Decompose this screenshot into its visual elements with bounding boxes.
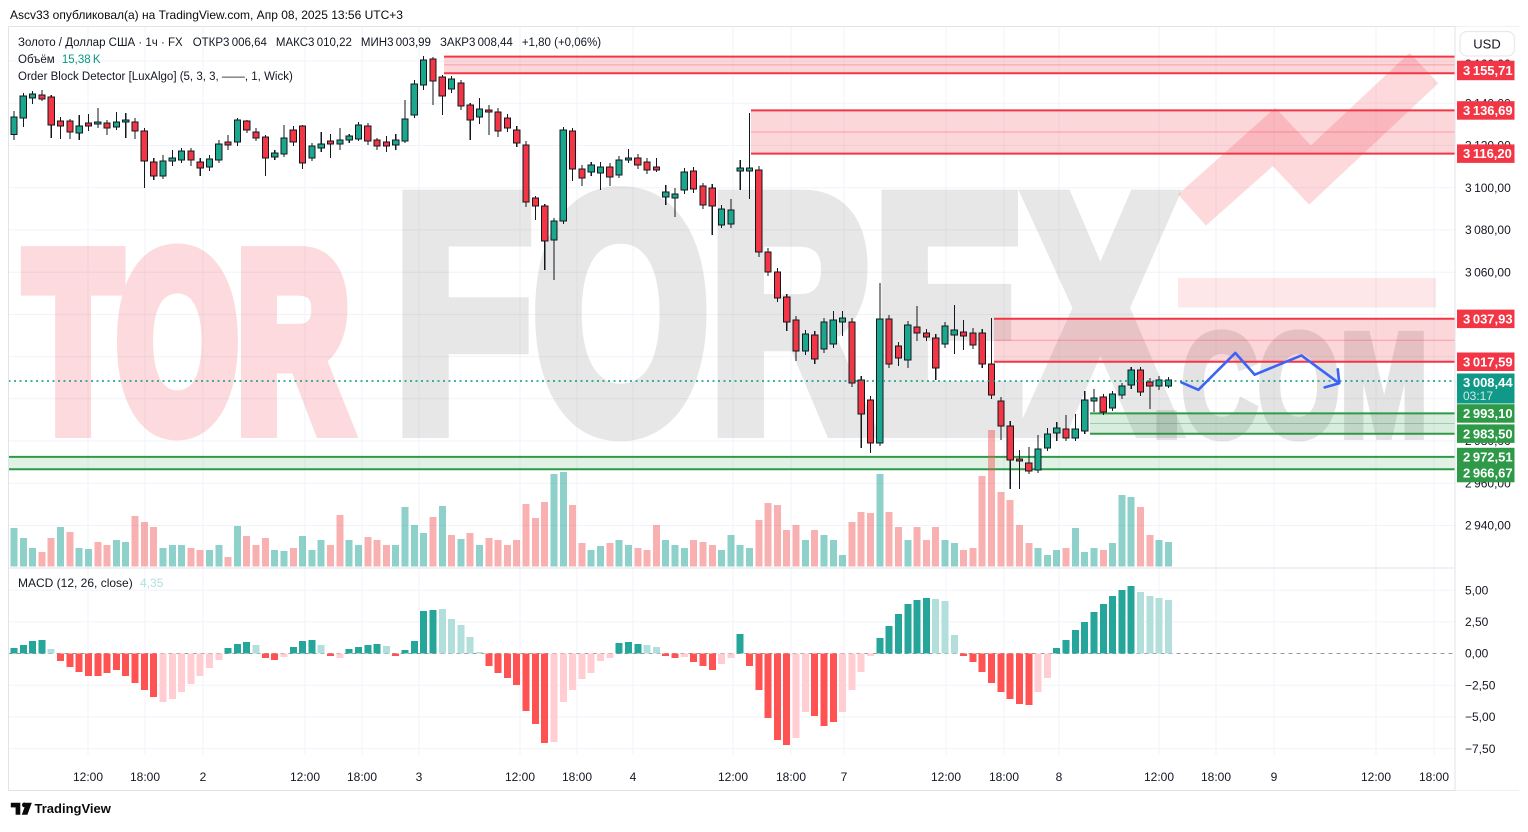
svg-text:TOR: TOR [26,204,349,480]
svg-text:−7,50: −7,50 [1465,742,1496,756]
svg-text:12:00: 12:00 [931,770,961,784]
svg-text:3 080,00: 3 080,00 [1465,223,1511,237]
svg-text:4: 4 [630,770,637,784]
svg-text:7: 7 [841,770,848,784]
svg-text:−2,50: −2,50 [1465,678,1496,692]
svg-text:3 100,00: 3 100,00 [1465,181,1511,195]
svg-text:12:00: 12:00 [718,770,748,784]
svg-text:3 037,93: 3 037,93 [1463,312,1513,327]
svg-text:Ascv33 опубликовал(а) на Tradi: Ascv33 опубликовал(а) на TradingView.com… [10,8,403,22]
svg-text:2 983,50: 2 983,50 [1463,426,1513,441]
svg-text:3 116,20: 3 116,20 [1463,146,1512,161]
svg-text:5,00: 5,00 [1465,583,1489,597]
svg-text:2,50: 2,50 [1465,615,1489,629]
svg-text:3 155,71: 3 155,71 [1463,63,1513,78]
svg-text:12:00: 12:00 [505,770,535,784]
svg-text:3 017,59: 3 017,59 [1463,354,1513,369]
svg-text:12:00: 12:00 [1361,770,1391,784]
svg-text:18:00: 18:00 [989,770,1019,784]
svg-text:Order Block Detector [LuxAlgo]: Order Block Detector [LuxAlgo] (5, 3, 3,… [18,71,293,83]
svg-text:.COM: .COM [1152,304,1428,468]
svg-text:2 993,10: 2 993,10 [1463,406,1513,421]
svg-text:18:00: 18:00 [347,770,377,784]
svg-text:3 136,69: 3 136,69 [1463,103,1513,118]
svg-text:12:00: 12:00 [290,770,320,784]
svg-text:2: 2 [200,770,207,784]
svg-text:USD: USD [1473,37,1500,52]
svg-text:2 940,00: 2 940,00 [1465,519,1511,533]
svg-text:MACD (12, 26, close) 4,35: MACD (12, 26, close) 4,35 [18,576,164,590]
svg-text:03:17: 03:17 [1463,389,1493,403]
svg-text:Золото / Доллар США · 1ч · FXО: Золото / Доллар США · 1ч · FX ОТКР3 006,6… [18,37,601,49]
svg-text:2 972,51: 2 972,51 [1463,450,1513,465]
svg-text:3 008,44: 3 008,44 [1463,375,1513,390]
svg-text:8: 8 [1056,770,1063,784]
svg-text:18:00: 18:00 [776,770,806,784]
svg-text:18:00: 18:00 [1201,770,1231,784]
svg-text:3 060,00: 3 060,00 [1465,265,1511,279]
svg-text:18:00: 18:00 [562,770,592,784]
svg-text:18:00: 18:00 [1419,770,1449,784]
svg-text:0,00: 0,00 [1465,647,1489,661]
svg-text:9: 9 [1271,770,1278,784]
svg-text:3: 3 [416,770,423,784]
svg-text:12:00: 12:00 [73,770,103,784]
svg-text:12:00: 12:00 [1144,770,1174,784]
svg-text:−5,00: −5,00 [1465,710,1496,724]
svg-text:2 966,67: 2 966,67 [1463,466,1513,481]
svg-text:TradingView: TradingView [35,801,112,816]
svg-text:18:00: 18:00 [130,770,160,784]
